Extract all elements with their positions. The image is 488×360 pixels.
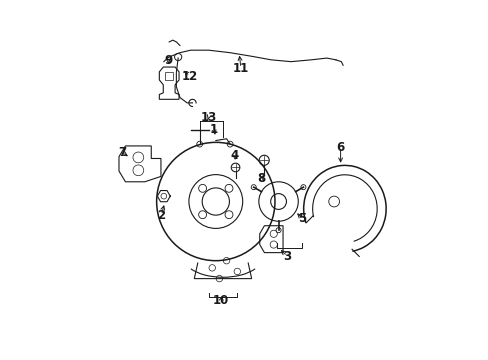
Text: 1: 1 (209, 123, 218, 136)
Text: 12: 12 (182, 69, 198, 82)
Text: 10: 10 (213, 294, 229, 307)
Text: 3: 3 (283, 249, 291, 262)
Text: 6: 6 (336, 140, 344, 153)
Text: 13: 13 (200, 111, 216, 124)
Text: 7: 7 (118, 146, 126, 159)
Text: 2: 2 (157, 209, 165, 222)
Text: 8: 8 (257, 172, 265, 185)
Text: 11: 11 (232, 62, 248, 75)
Text: 5: 5 (298, 212, 306, 225)
Text: 9: 9 (164, 54, 172, 67)
Text: 4: 4 (230, 149, 239, 162)
